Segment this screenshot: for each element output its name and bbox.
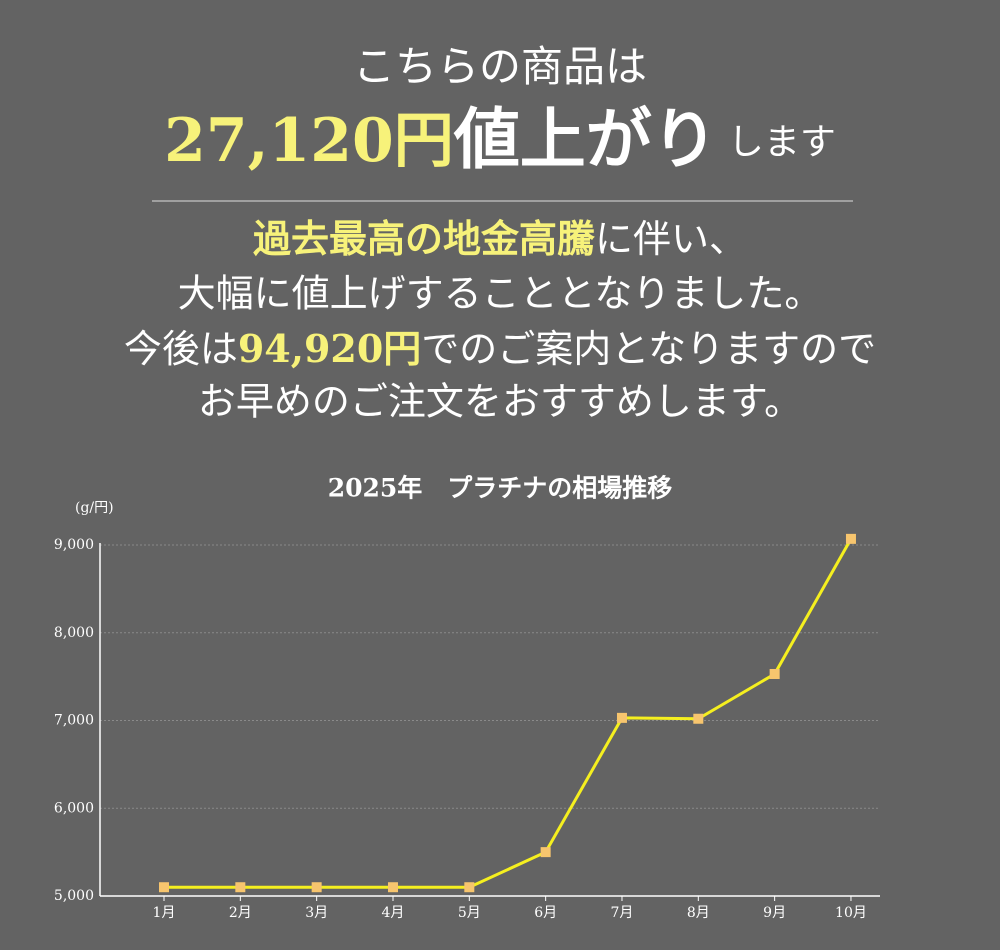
- message-text: に伴い、: [595, 217, 747, 261]
- y-tick-label: 8,000: [54, 625, 94, 641]
- message: 今後は94,920円でのご案内となりますので: [124, 326, 876, 371]
- x-tick-label: 5月: [458, 905, 481, 921]
- x-tick-label: 1月: [153, 905, 176, 921]
- x-tick-label: 8月: [687, 905, 710, 921]
- x-tick-label: 2月: [229, 905, 252, 921]
- x-tick-label: 7月: [611, 905, 634, 921]
- message-highlight: 過去最高の地金高騰: [253, 216, 595, 261]
- y-tick-label: 5,000: [54, 888, 94, 904]
- message: 過去最高の地金高騰に伴い、: [253, 216, 747, 261]
- message-price: 94,920円: [238, 326, 421, 371]
- line: [164, 538, 853, 889]
- x-tick-label: 3月: [305, 905, 328, 921]
- message-text: でのご案内となりますので: [421, 327, 876, 371]
- headline-price: 27,120円値上がり します: [164, 100, 836, 178]
- chart-title: 2025年 プラチナの相場推移: [328, 474, 673, 503]
- headline: こちらの商品は: [353, 42, 647, 91]
- marker: [769, 668, 780, 679]
- y-axis-label: (g/円): [75, 500, 114, 516]
- x-tick-label: 9月: [763, 905, 786, 921]
- marker: [235, 882, 246, 893]
- x-tick-label: 10月: [835, 905, 867, 921]
- marker: [387, 882, 398, 893]
- marker: [616, 712, 627, 723]
- price-up: 27,120円: [164, 106, 454, 176]
- x-tick-label: 4月: [382, 905, 405, 921]
- marker: [540, 847, 551, 858]
- message: お早めのご注文をおすすめします。: [198, 380, 802, 424]
- y-tick-label: 9,000: [54, 537, 94, 553]
- y-tick-label: 7,000: [54, 713, 94, 729]
- suffix: します: [728, 122, 836, 163]
- marker: [159, 882, 169, 893]
- rise: 値上がり: [453, 100, 718, 178]
- marker: [845, 533, 856, 544]
- marker: [464, 882, 475, 893]
- y-tick-label: 6,000: [54, 800, 94, 816]
- message: 大幅に値上げすることとなりました。: [178, 272, 823, 316]
- marker: [693, 713, 704, 724]
- marker: [311, 882, 322, 893]
- x-tick-label: 6月: [534, 905, 557, 921]
- message-text: 今後は: [124, 327, 238, 371]
